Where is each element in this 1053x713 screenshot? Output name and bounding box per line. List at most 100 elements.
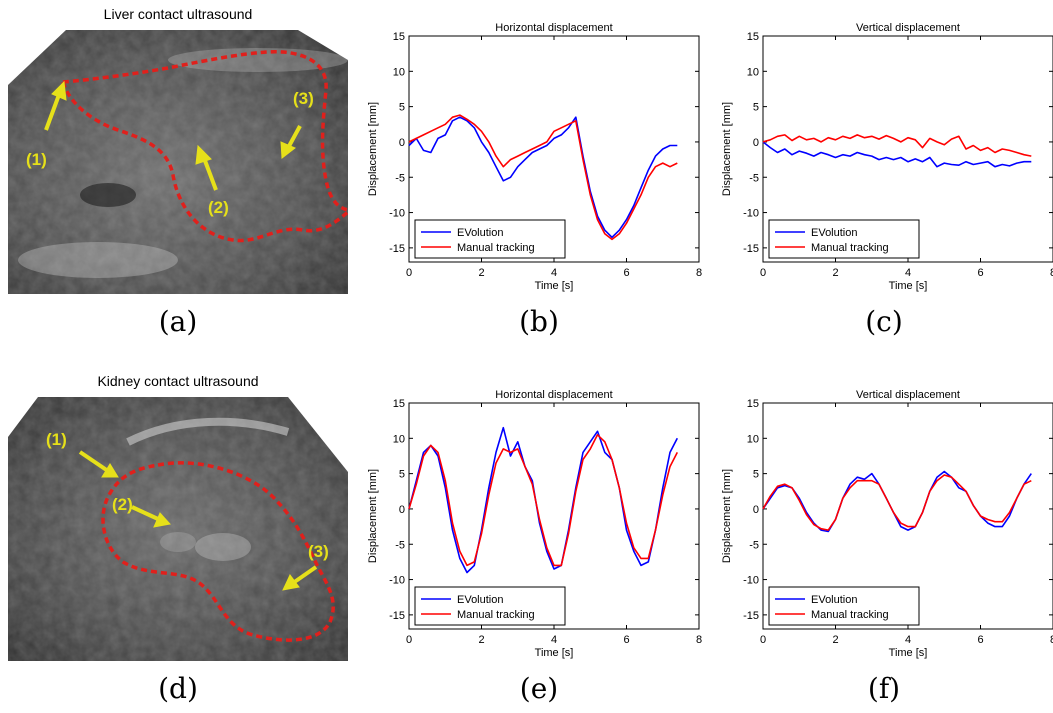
liver-arrow-1 — [44, 80, 67, 131]
kidney-ultrasound-svg: (1) (2) (3) — [8, 397, 348, 661]
x-tick-label: 0 — [760, 267, 766, 279]
kidney-contour — [101, 461, 335, 642]
panel-label-a: (a) — [158, 305, 198, 338]
legend-label: EVolution — [811, 594, 857, 606]
x-tick-label: 8 — [696, 634, 702, 646]
y-tick-label: -15 — [389, 610, 405, 622]
liver-contour — [61, 49, 348, 243]
series-line-evolution — [408, 116, 678, 239]
x-tick-label: 8 — [1050, 267, 1053, 279]
liver-ultrasound-image: (1) (2) (3) — [8, 30, 348, 294]
x-tick-label: 4 — [905, 267, 911, 279]
kidney-ultrasound-image: (1) (2) (3) — [8, 397, 348, 661]
y-tick-label: -5 — [749, 172, 759, 184]
y-axis-label: Displacement [mm] — [367, 469, 379, 563]
y-axis-label: Displacement [mm] — [721, 102, 733, 196]
x-tick-label: 2 — [832, 634, 838, 646]
legend-label: Manual tracking — [457, 609, 535, 621]
liver-label-2: (2) — [208, 198, 229, 217]
y-tick-label: -10 — [389, 208, 405, 220]
legend-label: Manual tracking — [811, 609, 889, 621]
x-axis-label: Time [s] — [889, 280, 928, 292]
kidney-label-3: (3) — [308, 542, 329, 561]
kidney-arrow-2 — [131, 505, 171, 528]
x-tick-label: 2 — [478, 267, 484, 279]
y-tick-label: -5 — [749, 539, 759, 551]
x-tick-label: 6 — [977, 634, 983, 646]
x-tick-label: 0 — [406, 267, 412, 279]
kidney-arrow-1 — [78, 450, 119, 478]
panel-label-f: (f) — [867, 672, 901, 705]
legend-box — [414, 586, 566, 626]
chart-title: Horizontal displacement — [495, 22, 612, 34]
y-tick-label: -5 — [395, 539, 405, 551]
y-tick-label: 10 — [393, 433, 405, 445]
x-axis-label: Time [s] — [535, 280, 574, 292]
y-tick-label: -15 — [743, 243, 759, 255]
y-tick-label: 5 — [753, 102, 759, 114]
y-tick-label: 15 — [393, 31, 405, 43]
y-tick-label: -15 — [389, 243, 405, 255]
x-tick-label: 6 — [623, 634, 629, 646]
chart-title: Vertical displacement — [856, 389, 960, 401]
panel-label-c: (c) — [865, 305, 903, 338]
legend-box — [414, 219, 566, 259]
legend-label: Manual tracking — [811, 242, 889, 254]
kidney-image-title: Kidney contact ultrasound — [97, 373, 259, 389]
kidney-label-1: (1) — [46, 430, 67, 449]
x-tick-label: 4 — [551, 267, 557, 279]
series-line-manual-tracking — [408, 114, 678, 241]
x-axis-label: Time [s] — [889, 647, 928, 659]
chart-vertical-kidney: Vertical displacement 0 2 4 6 8 -15 -10 -5 0 5 10 15… — [721, 389, 1053, 659]
y-tick-label: 5 — [399, 469, 405, 481]
legend-label: Manual tracking — [457, 242, 535, 254]
y-tick-label: 5 — [753, 469, 759, 481]
chart-title: Vertical displacement — [856, 22, 960, 34]
x-axis-label: Time [s] — [535, 647, 574, 659]
y-axis-label: Displacement [mm] — [367, 102, 379, 196]
legend-box — [768, 219, 920, 259]
x-tick-label: 0 — [760, 634, 766, 646]
y-tick-label: 10 — [747, 433, 759, 445]
liver-arrow-3 — [280, 125, 302, 159]
legend-label: EVolution — [457, 594, 503, 606]
y-tick-label: 0 — [753, 137, 759, 149]
liver-ultrasound-svg: (1) (2) (3) — [8, 30, 348, 294]
x-tick-label: 2 — [478, 634, 484, 646]
y-tick-label: 0 — [399, 137, 405, 149]
x-tick-label: 6 — [977, 267, 983, 279]
panel-label-e: (e) — [519, 672, 559, 705]
y-tick-label: 10 — [393, 66, 405, 78]
liver-label-1: (1) — [26, 150, 47, 169]
x-tick-label: 6 — [623, 267, 629, 279]
series-line-evolution — [762, 470, 1032, 533]
chart-horizontal-liver: Horizontal displacement 0 2 4 6 8 -15 -10 -5 0 5 10… — [367, 22, 702, 292]
y-tick-label: -10 — [743, 575, 759, 587]
series-line-manual-tracking — [762, 134, 1032, 157]
x-tick-label: 0 — [406, 634, 412, 646]
liver-label-3: (3) — [293, 89, 314, 108]
series-line-manual-tracking — [408, 433, 679, 567]
kidney-arrow-3 — [282, 565, 318, 591]
x-tick-label: 4 — [905, 634, 911, 646]
y-tick-label: -15 — [743, 610, 759, 622]
legend-label: EVolution — [811, 227, 857, 239]
panel-label-d: (d) — [158, 672, 198, 705]
panel-label-b: (b) — [519, 305, 559, 338]
y-tick-label: -10 — [389, 575, 405, 587]
chart-horizontal-kidney: Horizontal displacement 0 2 4 6 8 -15 -10 -5 0 5 10… — [367, 389, 702, 659]
x-tick-label: 8 — [696, 267, 702, 279]
series-line-evolution — [408, 426, 679, 574]
legend-box — [768, 586, 920, 626]
y-tick-label: 15 — [393, 398, 405, 410]
y-tick-label: 0 — [753, 504, 759, 516]
chart-vertical-liver: Vertical displacement 0 2 4 6 8 -15 -10 -5 0 5 10 15… — [721, 22, 1053, 292]
y-tick-label: 5 — [399, 102, 405, 114]
x-tick-label: 4 — [551, 634, 557, 646]
x-tick-label: 8 — [1050, 634, 1053, 646]
y-tick-label: 15 — [747, 398, 759, 410]
series-line-evolution — [762, 141, 1032, 168]
y-tick-label: 15 — [747, 31, 759, 43]
y-tick-label: -10 — [743, 208, 759, 220]
y-tick-label: 10 — [747, 66, 759, 78]
